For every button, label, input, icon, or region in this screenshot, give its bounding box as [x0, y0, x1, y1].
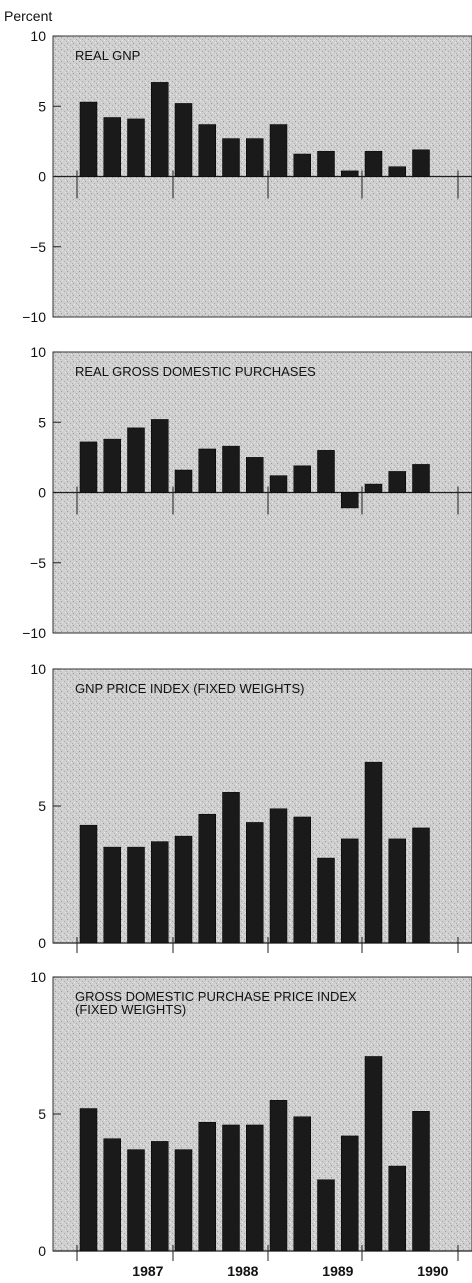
bar: 1990 Q1: 3.1: [388, 1165, 406, 1252]
bar: 1987 Q3: 4: [151, 1141, 169, 1252]
y-tick-label: 0: [38, 935, 46, 951]
bar: 1989 Q1: 4.9: [293, 1116, 311, 1252]
bar: 1987 Q3: 6.7: [151, 82, 169, 177]
y-tick-label: 5: [38, 98, 46, 114]
bar: 1987 Q4: 5.2: [174, 103, 193, 177]
bar: 1986 Q4: 3.6: [79, 441, 98, 493]
x-tick-label: 1987: [132, 1263, 163, 1279]
x-tick-label: 1990: [417, 1263, 448, 1279]
bar: 1988 Q2: 5.5: [222, 792, 240, 944]
bar: 1986 Q4: 5.3: [79, 101, 98, 177]
y-tick-label: 5: [38, 1106, 46, 1122]
bar: 1988 Q2: 4.6: [222, 1124, 240, 1252]
chart-panel-2: 10 5 0 −5 −10 1986 Q4: 3.6 1987 Q1: 3.8 1987 Q2…: [22, 344, 472, 641]
bar: 1987 Q4: 3.9: [174, 835, 193, 944]
bar: 1987 Q2: 3.5: [127, 846, 145, 944]
y-tick-label: 5: [38, 414, 46, 430]
x-tick-label: 1989: [322, 1263, 353, 1279]
bar: 1988 Q1: 4.7: [198, 1121, 216, 1252]
panel-title: REAL GNP: [75, 48, 140, 63]
bar: 1988 Q3: 2.5: [246, 457, 264, 493]
bar: 1986 Q4: 4.3: [79, 824, 98, 944]
bar: 1989 Q3: 4.2: [341, 1135, 359, 1252]
y-tick-label: −5: [30, 555, 46, 571]
bar: 1988 Q2: 2.7: [222, 138, 240, 177]
bar: 1989 Q4: 0.6: [364, 483, 383, 493]
panel-title: REAL GROSS DOMESTIC PURCHASES: [75, 364, 316, 379]
bar: 1988 Q1: 4.7: [198, 813, 216, 944]
chart-panel-1: 10 5 0 −5 −10 1986 Q4: 5.3 1987 Q1: 4.2 1987 Q2…: [22, 28, 472, 325]
y-tick-label: 0: [38, 1243, 46, 1259]
y-axis-label: Percent: [4, 8, 52, 24]
bar: 1988 Q3: 2.7: [246, 138, 264, 177]
chart-panel-3: 10 5 0 1986 Q4: 4.3 1987 Q1: 3.5 1987 Q2: 3.5…: [30, 661, 472, 953]
y-tick-label: −5: [30, 239, 46, 255]
bar: 1987 Q1: 3.8: [103, 438, 121, 493]
y-tick-label: −10: [22, 625, 46, 641]
bar: 1990 Q1: 0.7: [388, 166, 406, 177]
panel-title: GROSS DOMESTIC PURCHASE PRICE INDEX (FIXE…: [75, 989, 357, 1017]
bar: 1989 Q2: 3.1: [317, 857, 335, 944]
bar: 1990 Q1: 3.8: [388, 838, 406, 944]
bar: 1987 Q2: 3.7: [127, 1149, 145, 1252]
bar: 1988 Q3: 4.4: [246, 822, 264, 944]
bar: 1988 Q4: 1.2: [269, 475, 288, 493]
y-tick-label: 10: [30, 661, 46, 677]
bar: 1989 Q1: 1.6: [293, 153, 311, 177]
bar: 1987 Q4: 3.7: [174, 1149, 193, 1252]
bar: 1989 Q2: 1.8: [317, 150, 335, 177]
bar: 1988 Q4: 4.9: [269, 808, 288, 944]
bar: 1989 Q3: 0.4: [341, 170, 359, 177]
y-tick-label: −10: [22, 309, 46, 325]
bar: 1989 Q1: 1.9: [293, 465, 311, 493]
bar: 1987 Q4: 1.6: [174, 469, 193, 493]
bar: 1986 Q4: 5.2: [79, 1108, 98, 1252]
bar: 1990 Q1: 1.5: [388, 471, 406, 493]
bar: 1988 Q1: 3.7: [198, 124, 216, 177]
bar: 1989 Q1: 4.6: [293, 816, 311, 944]
bar: 1989 Q4: 1.8: [364, 150, 383, 177]
bar: 1989 Q4: 7.1: [364, 1056, 383, 1252]
bar: 1990 Q2: 5.1: [412, 1111, 430, 1252]
bar: 1989 Q3: -1.1: [341, 492, 359, 509]
y-tick-label: 10: [30, 28, 46, 44]
bar: 1988 Q4: 5.5: [269, 1100, 288, 1252]
bar: 1987 Q3: 3.7: [151, 841, 169, 944]
bar: 1989 Q3: 3.8: [341, 838, 359, 944]
bar: 1988 Q3: 4.6: [246, 1124, 264, 1252]
bar: 1990 Q2: 4.2: [412, 827, 430, 944]
bar: 1987 Q1: 4.1: [103, 1138, 121, 1252]
panel-title: GNP PRICE INDEX (FIXED WEIGHTS): [75, 681, 304, 696]
bar: 1987 Q1: 3.5: [103, 846, 121, 944]
bar: 1988 Q4: 3.7: [269, 124, 288, 177]
bar: 1989 Q2: 2.6: [317, 1179, 335, 1252]
bar: 1987 Q3: 5.2: [151, 419, 169, 493]
y-tick-label: 0: [38, 169, 46, 185]
bar: 1987 Q2: 4.1: [127, 118, 145, 177]
bar: 1989 Q4: 6.6: [364, 761, 383, 944]
y-tick-label: 10: [30, 344, 46, 360]
bar: 1988 Q2: 3.3: [222, 445, 240, 493]
chart-panel-4: 10 5 0 1986 Q4: 5.2 1987 Q1: 4.1 1987 Q2: 3.7…: [30, 969, 472, 1261]
bar: 1988 Q1: 3.1: [198, 448, 216, 493]
y-tick-label: 10: [30, 969, 46, 985]
x-tick-label: 1988: [227, 1263, 258, 1279]
bar: 1989 Q2: 3: [317, 450, 335, 493]
bar: 1987 Q1: 4.2: [103, 117, 121, 177]
bar: 1990 Q2: 1.9: [412, 149, 430, 177]
bar: 1987 Q2: 4.6: [127, 427, 145, 493]
y-tick-label: 5: [38, 798, 46, 814]
y-tick-label: 0: [38, 485, 46, 501]
bar: 1990 Q2: 2: [412, 464, 430, 493]
